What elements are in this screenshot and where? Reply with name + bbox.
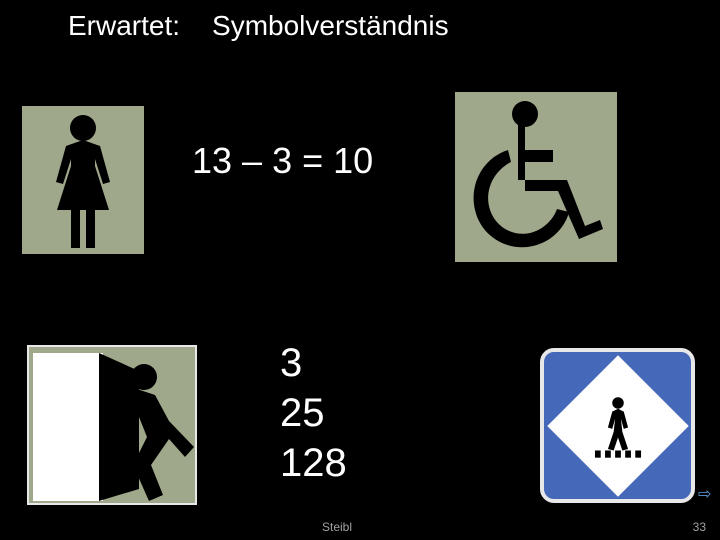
pedestrian-crossing-icon [540,348,695,503]
slide-header: Erwartet: Symbolverständnis [68,10,449,42]
number-list: 3 25 128 [280,338,347,488]
header-label: Erwartet: [68,10,180,42]
page-number: 33 [693,520,706,534]
number-item: 25 [280,388,347,438]
wheelchair-icon [455,92,617,262]
next-arrow-icon[interactable]: ⇨ [698,484,711,504]
equation-text: 13 – 3 = 10 [192,140,373,182]
number-item: 128 [280,438,347,488]
woman-icon [22,106,144,254]
crossing-inner-triangle [547,355,688,496]
footer-author: Steibl [322,520,352,534]
header-title: Symbolverständnis [212,10,449,42]
number-item: 3 [280,338,347,388]
emergency-exit-icon [27,345,197,505]
